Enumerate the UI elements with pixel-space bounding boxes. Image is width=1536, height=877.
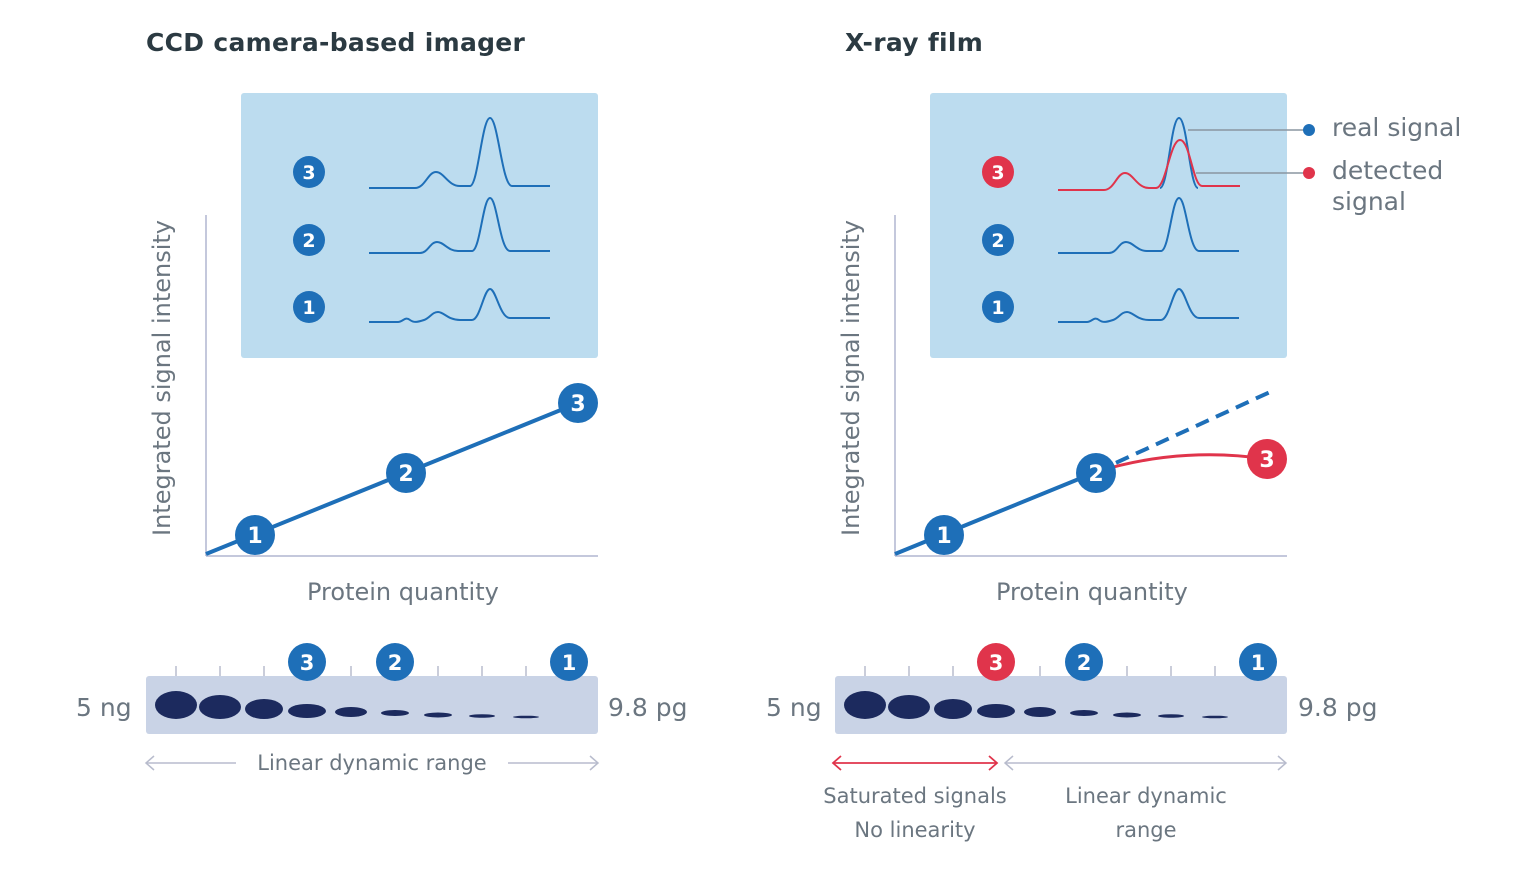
right-signal-line <box>894 470 1097 556</box>
legend-detected-signal-2: signal <box>1332 187 1406 216</box>
svg-text:1: 1 <box>991 297 1004 319</box>
legend-real-dot <box>1303 124 1315 136</box>
saturated-signals-label: Saturated signals <box>823 784 1007 808</box>
svg-text:1: 1 <box>247 524 262 549</box>
svg-text:3: 3 <box>300 651 315 675</box>
legend-real-signal: real signal <box>1332 113 1462 142</box>
svg-text:2: 2 <box>302 230 315 252</box>
right-linear-range-label-1: Linear dynamic <box>1065 784 1227 808</box>
right-title: X-ray film <box>845 28 984 57</box>
left-gel-end-label: 9.8 pg <box>608 693 688 722</box>
svg-text:3: 3 <box>570 392 585 417</box>
left-profile-panel <box>241 93 598 358</box>
svg-text:1: 1 <box>936 524 951 549</box>
saturated-range-arrow <box>831 755 999 771</box>
left-profile-curves <box>369 116 550 323</box>
svg-text:2: 2 <box>1077 651 1092 675</box>
left-title: CCD camera-based imager <box>146 28 526 57</box>
right-gel-end-label: 9.8 pg <box>1298 693 1378 722</box>
left-linear-range-label: Linear dynamic range <box>257 751 487 775</box>
right-linear-range-label-2: range <box>1115 818 1177 842</box>
svg-text:3: 3 <box>302 162 315 184</box>
left-range-arrow <box>144 755 600 771</box>
right-x-axis-label: Protein quantity <box>996 578 1188 606</box>
svg-text:3: 3 <box>1259 448 1274 473</box>
left-gel <box>146 666 598 734</box>
svg-text:2: 2 <box>388 651 403 675</box>
svg-text:2: 2 <box>1088 462 1103 487</box>
left-y-axis-label: Integrated signal intensity <box>148 220 176 536</box>
legend-detected-dot <box>1303 167 1315 179</box>
svg-text:1: 1 <box>1251 651 1266 675</box>
right-y-axis-label: Integrated signal intensity <box>837 220 865 536</box>
right-detected-curve <box>1095 453 1267 474</box>
left-x-axis-label: Protein quantity <box>307 578 499 606</box>
legend-detected-signal-1: detected <box>1332 156 1444 185</box>
right-profile-panel <box>930 93 1287 358</box>
no-linearity-label: No linearity <box>854 818 976 842</box>
svg-text:2: 2 <box>991 230 1004 252</box>
left-gel-start-label: 5 ng <box>76 693 132 722</box>
linear-range-arrow <box>1003 755 1288 771</box>
right-profile-curves <box>1058 116 1240 323</box>
right-gel-start-label: 5 ng <box>766 693 822 722</box>
right-gel <box>835 666 1287 734</box>
svg-text:1: 1 <box>302 297 315 319</box>
svg-text:1: 1 <box>562 651 577 675</box>
svg-text:3: 3 <box>989 651 1004 675</box>
svg-text:3: 3 <box>991 162 1004 184</box>
svg-text:2: 2 <box>398 462 413 487</box>
right-real-extrapolation <box>1095 390 1271 474</box>
